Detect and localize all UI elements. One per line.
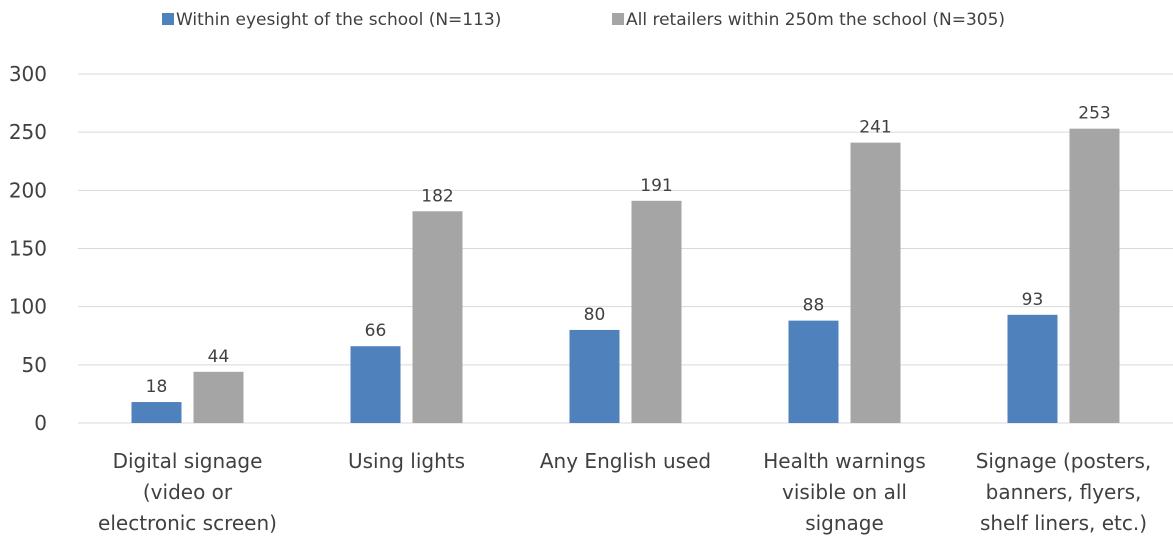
category-label-line: (video or — [143, 480, 233, 504]
y-tick-label: 200 — [9, 178, 47, 202]
bar-series0-cat3 — [788, 320, 839, 423]
legend-swatch-0 — [162, 13, 174, 25]
y-tick-label: 50 — [22, 353, 47, 377]
data-label: 44 — [208, 347, 230, 367]
data-label: 191 — [640, 176, 672, 196]
legend: Within eyesight of the school (N=113) All… — [162, 10, 1005, 30]
bar-series1-cat1 — [412, 211, 463, 423]
category-label-3: Health warnings visible on all signage — [763, 449, 926, 535]
data-label: 253 — [1078, 104, 1110, 124]
data-label: 88 — [803, 296, 825, 316]
y-axis-ticks: 0 50 100 150 200 250 300 — [9, 62, 47, 435]
y-tick-label: 100 — [9, 295, 47, 319]
y-tick-label: 0 — [34, 411, 47, 435]
category-label-2: Any English used — [540, 449, 711, 473]
bar-series0-cat1 — [350, 346, 401, 423]
data-label: 182 — [421, 186, 453, 206]
category-label-line: Health warnings — [763, 449, 926, 473]
x-axis-categories: Digital signage (video or electronic scree… — [98, 449, 1151, 535]
data-label: 80 — [584, 305, 606, 325]
bar-series0-cat0 — [131, 402, 182, 423]
category-label-line: banners, flyers, — [986, 480, 1142, 504]
data-label: 93 — [1022, 290, 1044, 310]
bar-series0-cat2 — [569, 329, 620, 423]
category-label-line: visible on all — [782, 480, 907, 504]
category-label-line: Signage (posters, — [976, 449, 1152, 473]
category-label-line: electronic screen) — [98, 511, 277, 535]
bar-series1-cat2 — [631, 200, 682, 423]
data-label: 241 — [859, 118, 891, 138]
legend-label-0: Within eyesight of the school (N=113) — [176, 10, 501, 30]
data-label: 18 — [146, 377, 168, 397]
category-label-line: Using lights — [348, 449, 465, 473]
category-label-line: signage — [805, 511, 884, 535]
category-label-4: Signage (posters, banners, flyers, shelf l… — [976, 449, 1152, 535]
bar-series1-cat4 — [1069, 128, 1120, 423]
gridlines — [78, 73, 1173, 424]
bar-series0-cat4 — [1007, 314, 1058, 423]
y-tick-label: 250 — [9, 120, 47, 144]
legend-label-1: All retailers within 250m the school (N=… — [626, 10, 1005, 30]
y-tick-label: 150 — [9, 237, 47, 261]
category-label-line: shelf liners, etc.) — [980, 511, 1147, 535]
category-label-line: Digital signage — [113, 449, 263, 473]
data-labels: 18 44 66 182 80 191 88 241 93 253 — [146, 104, 1111, 397]
category-label-0: Digital signage (video or electronic scree… — [98, 449, 277, 535]
bar-series1-cat0 — [193, 371, 244, 423]
bar-series1-cat3 — [850, 142, 901, 424]
data-label: 66 — [365, 321, 387, 341]
category-label-1: Using lights — [348, 449, 465, 473]
category-label-line: Any English used — [540, 449, 711, 473]
legend-swatch-1 — [612, 13, 624, 25]
bars — [131, 128, 1120, 424]
y-tick-label: 300 — [9, 62, 47, 86]
